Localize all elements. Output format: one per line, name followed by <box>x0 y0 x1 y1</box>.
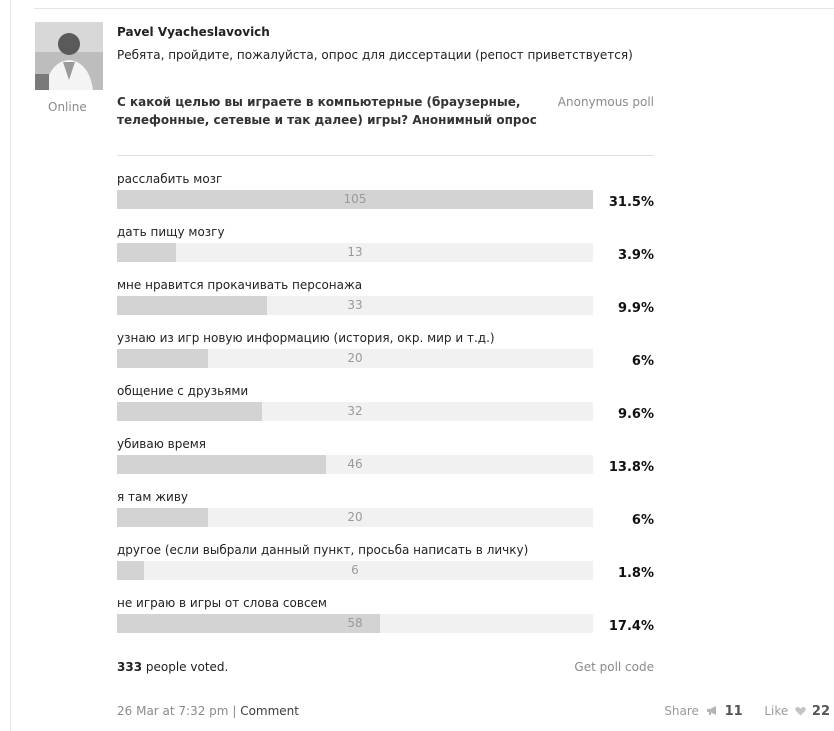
poll-option-percent: 17.4% <box>608 619 654 634</box>
like-count: 22 <box>811 704 830 719</box>
poll-option-label: общение с друзьями <box>117 384 249 398</box>
poll-option-label: мне нравится прокачивать персонажа <box>117 278 363 292</box>
poll-option-fill <box>117 508 208 527</box>
poll-option: я там живу 20 6% <box>117 490 657 540</box>
poll-option-bar: 33 <box>117 296 593 315</box>
poll-option-bar: 58 <box>117 614 593 633</box>
poll-option-percent: 9.6% <box>617 407 654 422</box>
like-button[interactable]: Like 22 <box>764 704 830 719</box>
post-date[interactable]: 26 Mar at 7:32 pm <box>117 704 229 718</box>
poll-option-label: расслабить мозг <box>117 172 223 186</box>
poll-option-percent: 13.8% <box>608 460 654 475</box>
poll-option-fill <box>117 190 593 209</box>
poll-option-fill <box>117 296 267 315</box>
poll-option: дать пищу мозгу 13 3.9% <box>117 225 657 275</box>
get-poll-code-link[interactable]: Get poll code <box>574 660 654 674</box>
poll-option-count: 20 <box>347 510 363 524</box>
poll-option-label: убиваю время <box>117 437 206 451</box>
poll-option-percent: 6% <box>631 513 654 528</box>
poll-option-label: я там живу <box>117 490 189 504</box>
megaphone-icon <box>706 705 719 719</box>
poll-option-count: 6 <box>351 563 359 577</box>
votes-text: people voted. <box>145 660 229 674</box>
poll-option-bar: 32 <box>117 402 593 421</box>
online-status: Online <box>48 100 87 114</box>
poll-option-fill <box>117 561 144 580</box>
poll-option-percent: 31.5% <box>608 195 654 210</box>
poll-option: расслабить мозг 105 31.5% <box>117 172 657 222</box>
top-divider <box>34 8 834 9</box>
author-name[interactable]: Pavel Vyacheslavovich <box>117 25 270 39</box>
poll-option-bar: 13 <box>117 243 593 262</box>
poll-option-count: 105 <box>343 192 367 206</box>
poll-option-fill <box>117 614 380 633</box>
avatar-photo <box>35 22 103 90</box>
poll-option: узнаю из игр новую информацию (история, … <box>117 331 657 381</box>
avatar[interactable] <box>35 22 103 90</box>
poll-option-bar: 6 <box>117 561 593 580</box>
poll-option-count: 58 <box>347 616 363 630</box>
poll-option-percent: 1.8% <box>617 566 654 581</box>
poll-option-count: 33 <box>347 298 363 312</box>
poll-option: другое (если выбрали данный пункт, прось… <box>117 543 657 593</box>
post-meta: 26 Mar at 7:32 pm | Comment <box>117 704 299 718</box>
poll-option-fill <box>117 349 208 368</box>
poll-option-bar: 105 <box>117 190 593 209</box>
poll-option-bar: 20 <box>117 508 593 527</box>
poll-option: убиваю время 46 13.8% <box>117 437 657 487</box>
votes-count: 333 <box>117 660 143 674</box>
poll-option-fill <box>117 243 176 262</box>
poll-option: общение с друзьями 32 9.6% <box>117 384 657 434</box>
poll-option-bar: 20 <box>117 349 593 368</box>
poll-option-percent: 9.9% <box>617 301 654 316</box>
poll-divider <box>117 155 654 156</box>
poll-type: Anonymous poll <box>557 95 654 109</box>
poll-option: мне нравится прокачивать персонажа 33 9.9% <box>117 278 657 328</box>
share-button[interactable]: Share 11 <box>664 704 746 719</box>
poll-option-count: 46 <box>347 457 363 471</box>
poll-option-count: 32 <box>347 404 363 418</box>
share-count: 11 <box>724 704 743 719</box>
poll-option-label: дать пищу мозгу <box>117 225 225 239</box>
poll-option-count: 13 <box>347 245 363 259</box>
post-actions: Share 11 Like 22 <box>664 704 830 719</box>
poll-option-label: не играю в игры от слова совсем <box>117 596 327 610</box>
poll-option-label: другое (если выбрали данный пункт, прось… <box>117 543 529 557</box>
comment-link[interactable]: Comment <box>240 704 299 718</box>
votes-summary: 333 people voted. <box>117 660 228 674</box>
post-text: Ребята, пройдите, пожалуйста, опрос для … <box>117 48 633 62</box>
poll-option-percent: 3.9% <box>617 248 654 263</box>
left-divider <box>10 0 11 731</box>
poll-option-label: узнаю из игр новую информацию (история, … <box>117 331 495 345</box>
poll-option: не играю в игры от слова совсем 58 17.4% <box>117 596 657 646</box>
like-label: Like <box>764 704 789 718</box>
poll-option-percent: 6% <box>631 354 654 369</box>
meta-separator: | <box>232 704 237 718</box>
poll-option-count: 20 <box>347 351 363 365</box>
poll-question: С какой целью вы играете в компьютерные … <box>117 95 537 127</box>
poll-option-bar: 46 <box>117 455 593 474</box>
poll-option-fill <box>117 455 326 474</box>
heart-icon <box>795 705 806 719</box>
share-label: Share <box>664 704 699 718</box>
poll-option-fill <box>117 402 262 421</box>
